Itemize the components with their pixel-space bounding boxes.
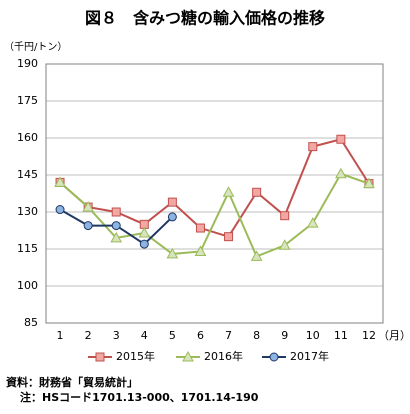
marker <box>82 201 94 212</box>
x-tick-label: 10 <box>306 329 320 342</box>
y-axis-label: （千円/トン） <box>4 41 67 53</box>
marker <box>111 221 121 231</box>
marker <box>54 176 66 187</box>
marker <box>280 211 290 221</box>
x-tick-label: 12 <box>362 329 376 342</box>
marker <box>83 221 93 231</box>
marker <box>336 134 346 144</box>
marker <box>252 187 262 197</box>
marker <box>166 247 179 259</box>
marker <box>167 197 177 207</box>
series-line <box>59 138 370 238</box>
marker <box>306 217 319 228</box>
legend-label: 2015年 <box>116 349 155 363</box>
footnote: 注：HSコード1701.13-000、1701.14-190 <box>20 390 259 404</box>
x-tick-label: 1 <box>57 329 64 342</box>
y-tick-label: 85 <box>24 316 38 329</box>
marker <box>269 352 279 362</box>
marker <box>110 231 123 243</box>
y-tick-label: 100 <box>17 279 38 292</box>
marker <box>55 205 65 215</box>
marker <box>194 245 207 256</box>
y-tick-label: 175 <box>17 94 38 107</box>
marker <box>224 232 234 242</box>
marker <box>138 226 151 238</box>
marker <box>195 223 205 233</box>
series-line <box>59 172 370 258</box>
marker <box>222 186 235 197</box>
marker <box>111 207 121 217</box>
x-tick-label: 9 <box>281 329 288 342</box>
x-tick-label: 2 <box>85 329 92 342</box>
marker <box>182 350 194 362</box>
marker <box>335 167 347 179</box>
x-tick-label: 7 <box>225 329 232 342</box>
legend-label: 2016年 <box>204 349 243 363</box>
x-tick-label: 6 <box>197 329 204 342</box>
x-tick-label: 8 <box>253 329 260 342</box>
marker <box>139 239 149 249</box>
legend-label: 2017年 <box>290 349 329 363</box>
marker <box>167 212 177 222</box>
y-tick-label: 115 <box>17 242 38 255</box>
y-tick-label: 145 <box>17 168 38 181</box>
y-tick-label: 160 <box>17 131 38 144</box>
x-axis-label: （月） <box>378 329 410 342</box>
x-tick-label: 11 <box>334 329 348 342</box>
y-tick-label: 190 <box>17 57 38 70</box>
x-tick-label: 5 <box>169 329 176 342</box>
plot-border <box>45 63 384 324</box>
marker <box>278 239 291 250</box>
marker <box>363 177 375 189</box>
marker <box>308 142 318 152</box>
y-tick-label: 130 <box>17 205 38 218</box>
chart-title: 図８ 含みつ糖の輸入価格の推移 <box>85 9 325 28</box>
x-tick-label: 3 <box>113 329 120 342</box>
marker <box>250 250 263 261</box>
marker <box>95 352 105 362</box>
source-note: 資料：財務省「貿易統計」 <box>6 375 138 389</box>
x-tick-label: 4 <box>141 329 148 342</box>
